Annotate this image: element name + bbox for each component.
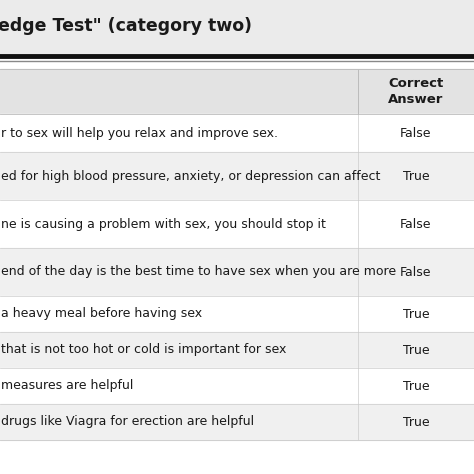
Text: edge Test" (category two): edge Test" (category two) xyxy=(0,18,252,36)
Text: that is not too hot or cold is important for sex: that is not too hot or cold is important… xyxy=(1,344,286,356)
Text: True: True xyxy=(403,344,429,356)
Bar xyxy=(0,368,474,404)
Bar xyxy=(0,114,474,152)
Bar xyxy=(0,200,474,248)
Text: True: True xyxy=(403,308,429,320)
Bar xyxy=(0,0,474,55)
Text: a heavy meal before having sex: a heavy meal before having sex xyxy=(1,308,202,320)
Text: True: True xyxy=(403,170,429,182)
Text: False: False xyxy=(400,218,432,230)
Text: r to sex will help you relax and improve sex.: r to sex will help you relax and improve… xyxy=(1,127,278,139)
Bar xyxy=(0,404,474,440)
Text: drugs like Viagra for erection are helpful: drugs like Viagra for erection are helpf… xyxy=(1,416,254,428)
Text: end of the day is the best time to have sex when you are more: end of the day is the best time to have … xyxy=(1,265,396,279)
Text: False: False xyxy=(400,265,432,279)
Text: measures are helpful: measures are helpful xyxy=(1,380,133,392)
Text: True: True xyxy=(403,380,429,392)
Bar xyxy=(0,296,474,332)
Text: ne is causing a problem with sex, you should stop it: ne is causing a problem with sex, you sh… xyxy=(1,218,326,230)
Bar xyxy=(0,69,474,114)
Bar xyxy=(0,248,474,296)
Bar xyxy=(0,152,474,200)
Text: True: True xyxy=(403,416,429,428)
Bar xyxy=(0,332,474,368)
Text: Correct
Answer: Correct Answer xyxy=(388,77,444,106)
Text: ed for high blood pressure, anxiety, or depression can affect: ed for high blood pressure, anxiety, or … xyxy=(1,170,380,182)
Text: False: False xyxy=(400,127,432,139)
